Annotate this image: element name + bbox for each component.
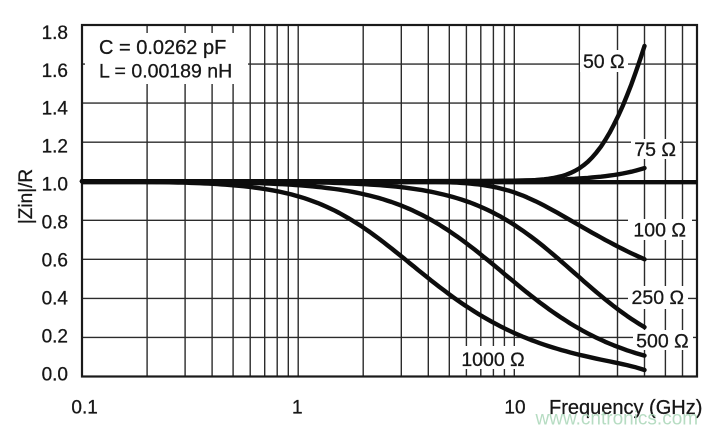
svg-text:500 Ω: 500 Ω (636, 330, 689, 352)
svg-text:0.1: 0.1 (71, 398, 97, 419)
svg-text:0.8: 0.8 (42, 213, 68, 234)
svg-text:0.4: 0.4 (42, 289, 69, 310)
svg-text:1: 1 (292, 398, 303, 419)
svg-text:1000 Ω: 1000 Ω (461, 349, 524, 371)
svg-text:C = 0.0262 pF: C = 0.0262 pF (99, 37, 226, 59)
svg-text:1.8: 1.8 (42, 23, 68, 44)
svg-text:0.2: 0.2 (42, 327, 68, 348)
svg-text:www.cntronics.com: www.cntronics.com (535, 409, 699, 430)
svg-text:50 Ω: 50 Ω (583, 51, 625, 73)
svg-text:|Zin|/R: |Zin|/R (16, 169, 37, 224)
svg-text:1.0: 1.0 (42, 175, 68, 196)
svg-text:75 Ω: 75 Ω (634, 139, 676, 161)
svg-text:100 Ω: 100 Ω (633, 220, 686, 242)
svg-text:Frequency (GHz): Frequency (GHz) (549, 397, 702, 419)
svg-text:10: 10 (504, 398, 525, 419)
svg-text:1.2: 1.2 (42, 137, 68, 158)
svg-text:0.0: 0.0 (42, 365, 68, 386)
svg-text:0.6: 0.6 (42, 251, 68, 272)
svg-text:L = 0.00189 nH: L = 0.00189 nH (99, 61, 232, 83)
svg-text:1.4: 1.4 (42, 99, 69, 120)
svg-text:250 Ω: 250 Ω (632, 287, 685, 309)
svg-text:1.6: 1.6 (42, 61, 68, 82)
